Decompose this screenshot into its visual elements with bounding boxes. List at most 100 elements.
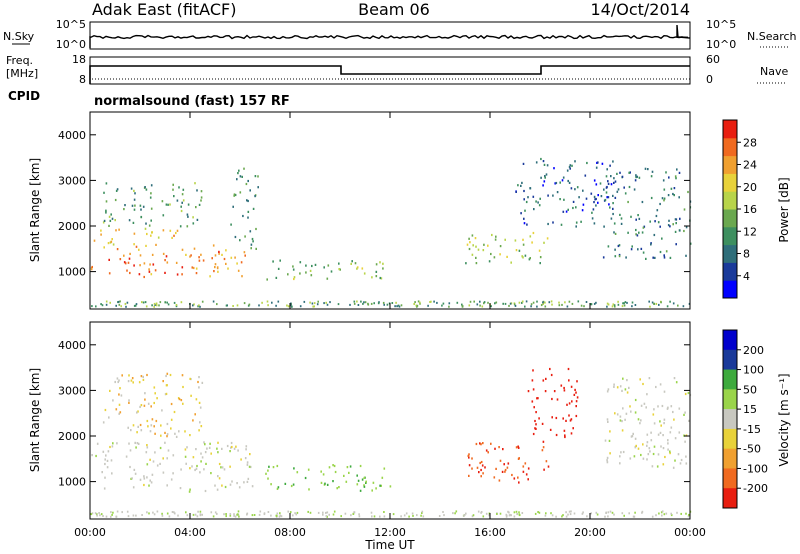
range-gate-cell bbox=[603, 188, 605, 191]
range-gate-cell bbox=[618, 244, 621, 247]
range-gate-cell bbox=[367, 303, 370, 306]
range-gate-cell bbox=[247, 304, 250, 307]
range-gate-cell bbox=[143, 475, 145, 478]
range-gate-cell bbox=[133, 198, 136, 201]
range-gate-cell bbox=[421, 510, 424, 513]
range-gate-cell bbox=[146, 419, 149, 423]
range-gate-cell bbox=[483, 243, 485, 246]
range-gate-cell bbox=[621, 512, 624, 515]
range-gate-cell bbox=[628, 185, 631, 189]
range-gate-cell bbox=[632, 432, 634, 435]
range-gate-cell bbox=[373, 302, 375, 305]
range-gate-cell bbox=[612, 160, 614, 163]
velocity-colorbar-cells bbox=[723, 330, 737, 509]
range-gate-cell bbox=[551, 303, 553, 306]
range-gate-cell bbox=[631, 305, 633, 308]
range-gate-cell bbox=[685, 226, 688, 229]
range-gate-cell bbox=[682, 305, 685, 308]
range-gate-cell bbox=[159, 301, 162, 304]
range-gate-cell bbox=[610, 217, 613, 220]
range-gate-cell bbox=[673, 187, 676, 190]
range-gate-cell bbox=[538, 204, 541, 207]
range-gate-cell bbox=[542, 440, 545, 443]
range-gate-cell bbox=[413, 303, 415, 305]
range-gate-cell bbox=[218, 477, 221, 480]
range-gate-cell bbox=[628, 386, 630, 389]
range-gate-cell bbox=[659, 225, 661, 228]
range-gate-cell bbox=[223, 468, 226, 471]
range-gate-cell bbox=[237, 449, 239, 452]
range-gate-cell bbox=[102, 421, 105, 424]
range-gate-cell bbox=[609, 452, 611, 455]
range-gate-cell bbox=[110, 213, 112, 216]
range-gate-cell bbox=[679, 217, 681, 220]
range-gate-cell bbox=[606, 196, 608, 199]
range-gate-cell bbox=[134, 441, 136, 444]
range-gate-cell bbox=[653, 233, 656, 237]
range-gate-cell bbox=[107, 242, 110, 245]
colorbar-swatch bbox=[723, 280, 737, 299]
range-gate-cell bbox=[634, 437, 637, 440]
range-gate-cell bbox=[619, 171, 621, 174]
range-gate-cell bbox=[544, 305, 547, 308]
range-gate-cell bbox=[251, 514, 254, 517]
range-gate-cell bbox=[499, 245, 502, 248]
range-gate-cell bbox=[105, 182, 108, 185]
velocity-x-tick-labels: 00:00 04:00 08:00 12:00 16:00 20:00 00:00 bbox=[74, 526, 706, 539]
range-gate-cell bbox=[622, 407, 624, 410]
range-gate-cell bbox=[386, 303, 389, 306]
range-gate-cell bbox=[246, 463, 249, 466]
range-gate-cell bbox=[156, 397, 158, 400]
range-gate-cell bbox=[484, 466, 486, 469]
range-gate-cell bbox=[147, 402, 150, 405]
range-gate-cell bbox=[226, 444, 229, 448]
range-gate-cell bbox=[157, 236, 160, 239]
range-gate-cell bbox=[245, 445, 248, 448]
range-gate-cell bbox=[617, 303, 620, 306]
range-gate-cell bbox=[189, 434, 191, 437]
range-gate-cell bbox=[521, 301, 523, 304]
range-gate-cell bbox=[101, 471, 103, 474]
range-gate-cell bbox=[162, 252, 165, 255]
range-gate-cell bbox=[133, 264, 135, 267]
range-gate-cell bbox=[220, 466, 222, 469]
range-gate-cell bbox=[111, 217, 114, 220]
range-gate-cell bbox=[617, 244, 620, 248]
range-gate-cell bbox=[156, 510, 159, 513]
range-gate-cell bbox=[121, 374, 123, 377]
range-gate-cell bbox=[441, 304, 443, 307]
range-gate-cell bbox=[128, 442, 130, 445]
range-gate-cell bbox=[182, 402, 184, 405]
range-gate-cell bbox=[211, 257, 213, 260]
range-gate-cell bbox=[150, 219, 152, 222]
range-gate-cell bbox=[150, 424, 153, 427]
range-gate-cell bbox=[153, 425, 155, 428]
range-gate-cell bbox=[139, 264, 141, 267]
range-gate-cell bbox=[277, 300, 280, 303]
range-gate-cell bbox=[592, 208, 595, 211]
range-gate-cell bbox=[277, 267, 280, 270]
nave-tick-top: 60 bbox=[706, 53, 720, 66]
range-gate-cell bbox=[236, 513, 238, 516]
range-gate-cell bbox=[195, 398, 198, 401]
colorbar-tick-label: 4 bbox=[743, 270, 750, 283]
range-gate-cell bbox=[371, 276, 373, 279]
range-gate-cell bbox=[149, 430, 152, 433]
range-gate-cell bbox=[186, 213, 189, 216]
range-gate-cell bbox=[634, 179, 637, 182]
range-gate-cell bbox=[328, 466, 331, 469]
range-gate-cell bbox=[150, 192, 152, 195]
range-gate-cell bbox=[138, 248, 140, 251]
range-gate-cell bbox=[675, 222, 677, 225]
range-gate-cell bbox=[609, 430, 611, 433]
range-gate-cell bbox=[126, 510, 129, 513]
range-gate-cell bbox=[466, 243, 469, 246]
range-gate-cell bbox=[479, 442, 481, 445]
range-gate-cell bbox=[616, 386, 619, 389]
range-gate-cell bbox=[247, 179, 249, 183]
range-gate-cell bbox=[218, 252, 220, 255]
range-gate-cell bbox=[151, 473, 154, 476]
range-gate-cell bbox=[150, 207, 153, 210]
range-gate-cell bbox=[109, 389, 111, 392]
range-gate-cell bbox=[245, 182, 248, 186]
